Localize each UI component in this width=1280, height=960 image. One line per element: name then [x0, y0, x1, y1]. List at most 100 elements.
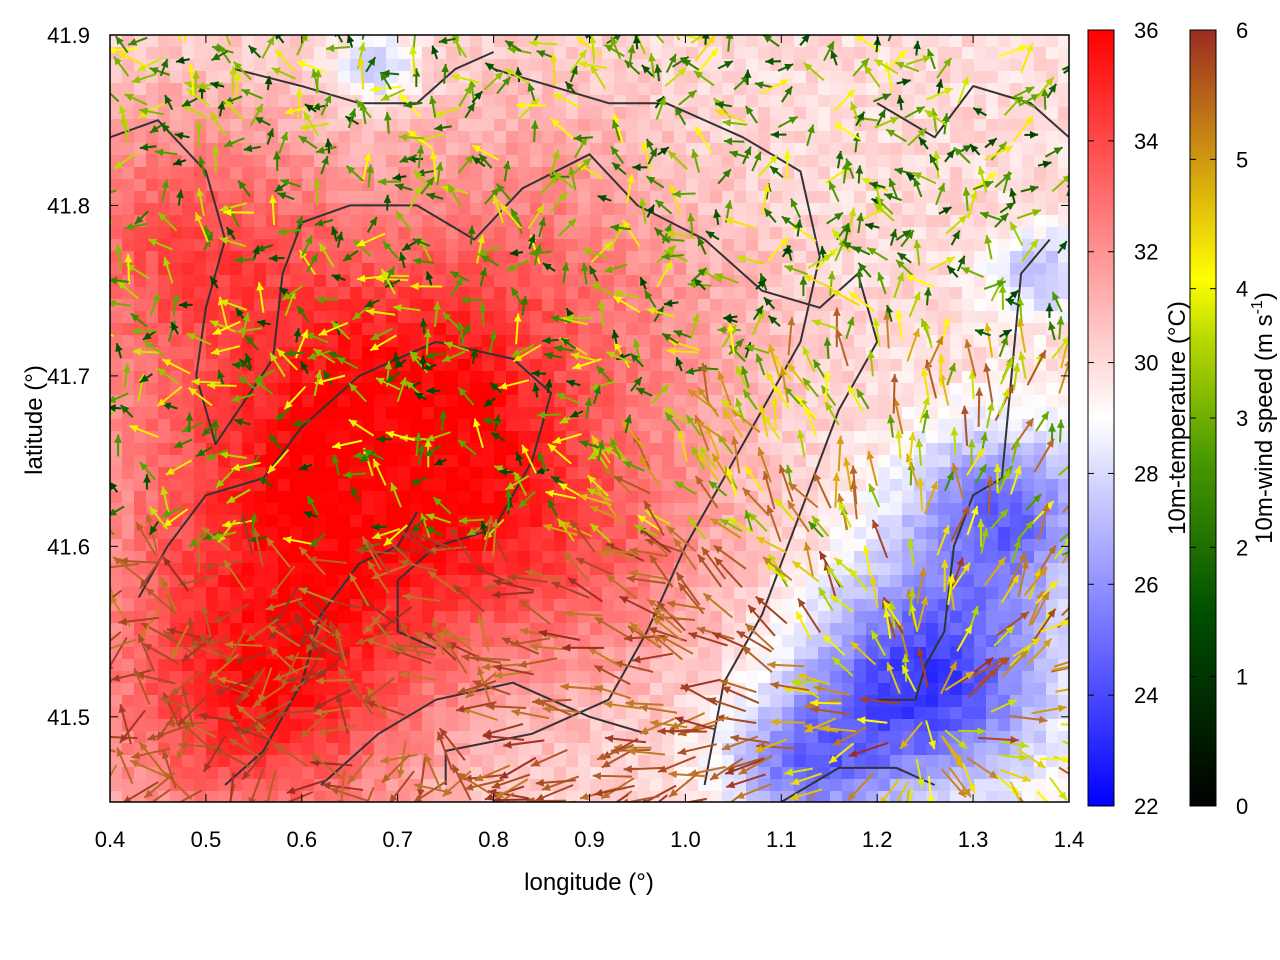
heatmap-cell	[758, 95, 771, 108]
heatmap-cell	[446, 791, 459, 802]
heatmap-cell	[902, 407, 915, 420]
heatmap-cell	[338, 287, 351, 300]
heatmap-cell	[158, 707, 171, 720]
heatmap-cell	[1010, 107, 1023, 120]
heatmap-cell	[194, 323, 207, 336]
heatmap-cell	[134, 359, 147, 372]
heatmap-cell	[482, 599, 495, 612]
heatmap-cell	[158, 431, 171, 444]
heatmap-cell	[1010, 251, 1023, 264]
heatmap-cell	[926, 611, 939, 624]
heatmap-cell	[446, 227, 459, 240]
heatmap-cell	[326, 35, 339, 48]
heatmap-cell	[614, 83, 627, 96]
heatmap-cell	[674, 455, 687, 468]
heatmap-cell	[962, 299, 975, 312]
heatmap-cell	[446, 155, 459, 168]
heatmap-cell	[650, 83, 663, 96]
heatmap-cell	[734, 599, 747, 612]
heatmap-cell	[866, 107, 879, 120]
heatmap-cell	[986, 383, 999, 396]
heatmap-cell	[902, 311, 915, 324]
heatmap-cell	[302, 299, 315, 312]
heatmap-cell	[938, 35, 951, 48]
heatmap-cell	[458, 215, 471, 228]
heatmap-cell	[794, 647, 807, 660]
heatmap-cell	[470, 503, 483, 516]
heatmap-cell	[266, 227, 279, 240]
heatmap-cell	[110, 335, 123, 348]
heatmap-cell	[806, 83, 819, 96]
heatmap-cell	[878, 371, 891, 384]
heatmap-cell	[542, 755, 555, 768]
heatmap-cell	[746, 35, 759, 48]
heatmap-cell	[110, 755, 123, 768]
heatmap-cell	[386, 731, 399, 744]
heatmap-cell	[134, 503, 147, 516]
heatmap-cell	[1022, 167, 1035, 180]
heatmap-cell	[254, 359, 267, 372]
heatmap-cell	[950, 47, 963, 60]
heatmap-cell	[362, 323, 375, 336]
heatmap-cell	[470, 299, 483, 312]
heatmap-cell	[362, 227, 375, 240]
heatmap-cell	[974, 707, 987, 720]
heatmap-cell	[806, 443, 819, 456]
heatmap-cell	[986, 599, 999, 612]
heatmap-cell	[998, 539, 1011, 552]
heatmap-cell	[338, 35, 351, 48]
heatmap-cell	[410, 611, 423, 624]
heatmap-cell	[230, 191, 243, 204]
heatmap-cell	[650, 371, 663, 384]
heatmap-cell	[602, 527, 615, 540]
heatmap-cell	[674, 515, 687, 528]
heatmap-cell	[254, 515, 267, 528]
heatmap-cell	[290, 35, 303, 48]
heatmap-cell	[542, 731, 555, 744]
heatmap-cell	[278, 791, 291, 802]
heatmap-cell	[338, 191, 351, 204]
heatmap-cell	[746, 611, 759, 624]
heatmap-cell	[806, 251, 819, 264]
heatmap-cell	[206, 443, 219, 456]
heatmap-cell	[254, 275, 267, 288]
heatmap-cell	[566, 671, 579, 684]
heatmap-cell	[938, 719, 951, 732]
heatmap-cell	[854, 659, 867, 672]
heatmap-cell	[398, 119, 411, 132]
heatmap-cell	[566, 107, 579, 120]
heatmap-cell	[734, 167, 747, 180]
heatmap-cell	[638, 83, 651, 96]
heatmap-cell	[710, 299, 723, 312]
heatmap-cell	[110, 659, 123, 672]
heatmap-cell	[218, 131, 231, 144]
heatmap-cell	[686, 263, 699, 276]
heatmap-cell	[386, 743, 399, 756]
heatmap-cell	[986, 683, 999, 696]
heatmap-cell	[614, 491, 627, 504]
heatmap-cell	[530, 743, 543, 756]
heatmap-cell	[482, 119, 495, 132]
heatmap-cell	[686, 575, 699, 588]
heatmap-cell	[506, 431, 519, 444]
heatmap-cell	[278, 731, 291, 744]
heatmap-cell	[998, 119, 1011, 132]
heatmap-cell	[218, 59, 231, 72]
heatmap-cell	[746, 131, 759, 144]
heatmap-cell	[434, 707, 447, 720]
heatmap-cell	[602, 563, 615, 576]
heatmap-cell	[578, 695, 591, 708]
heatmap-cell	[110, 443, 123, 456]
heatmap-cell	[338, 491, 351, 504]
heatmap-cell	[542, 239, 555, 252]
heatmap-cell	[122, 155, 135, 168]
heatmap-cell	[650, 239, 663, 252]
heatmap-cell	[506, 119, 519, 132]
heatmap-cell	[170, 47, 183, 60]
heatmap-cell	[806, 107, 819, 120]
heatmap-cell	[1010, 143, 1023, 156]
heatmap-cell	[494, 479, 507, 492]
heatmap-cell	[146, 47, 159, 60]
heatmap-cell	[854, 779, 867, 792]
heatmap-cell	[278, 431, 291, 444]
